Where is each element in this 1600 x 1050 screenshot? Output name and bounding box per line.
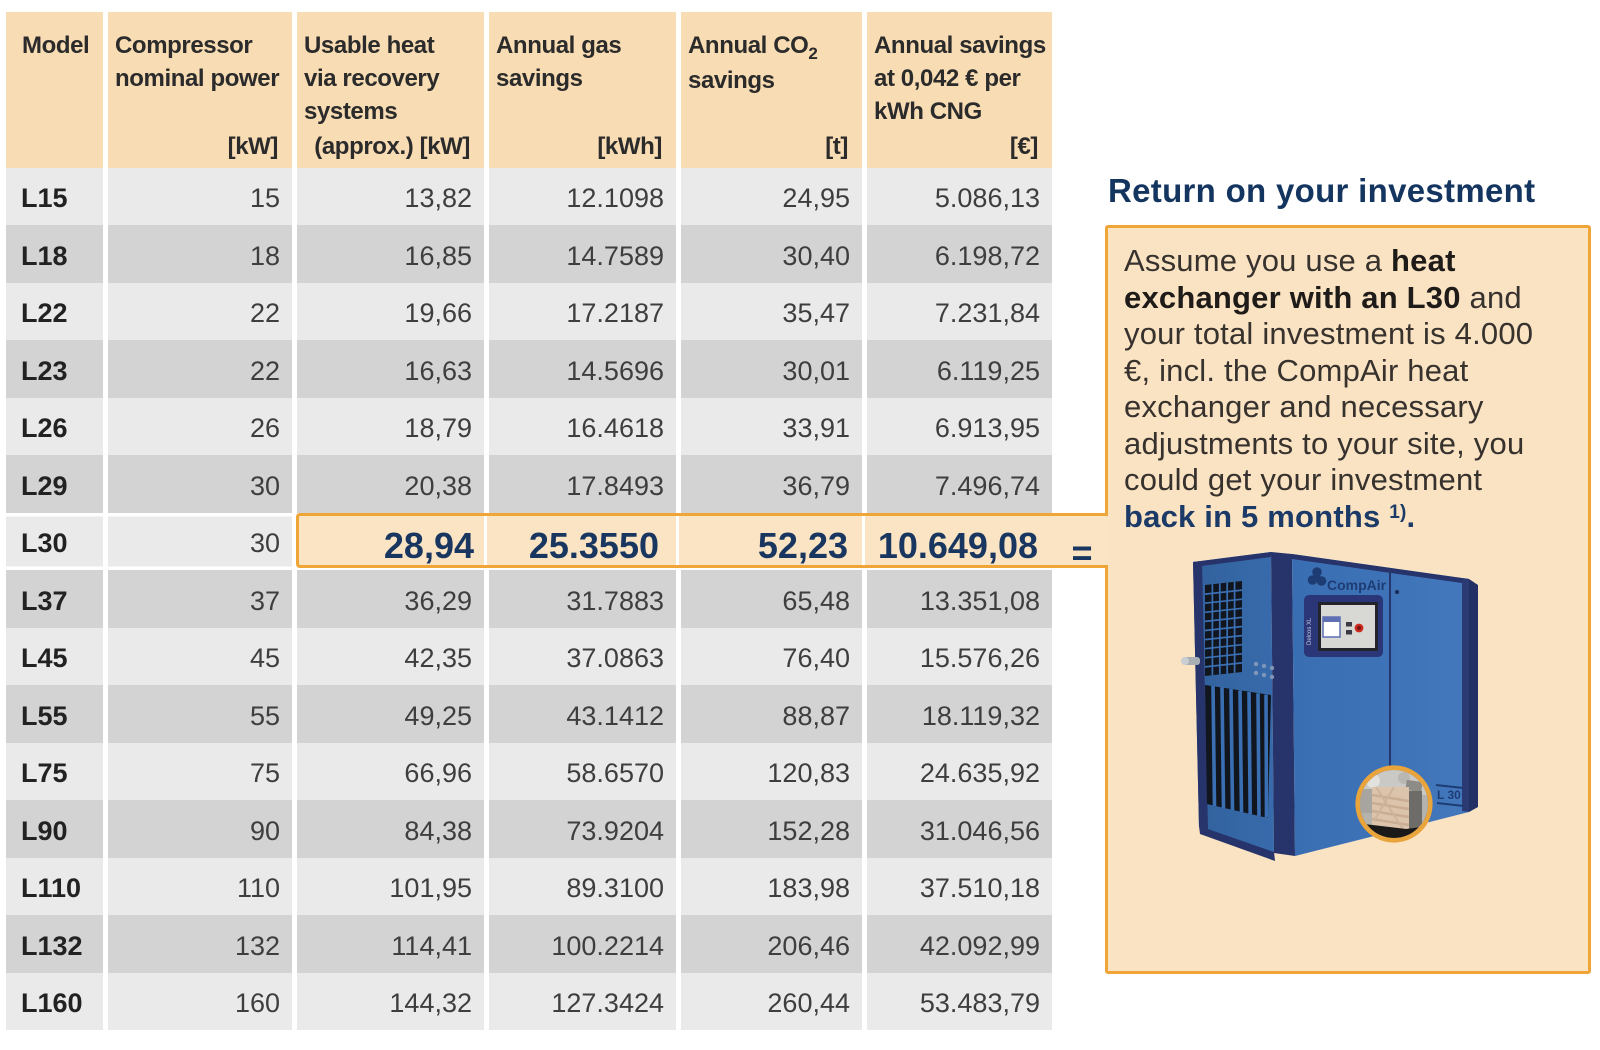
- svg-text:L 30: L 30: [1437, 788, 1461, 802]
- svg-text:CompAir: CompAir: [1327, 577, 1387, 593]
- svg-text:Delcos XL: Delcos XL: [1307, 617, 1313, 645]
